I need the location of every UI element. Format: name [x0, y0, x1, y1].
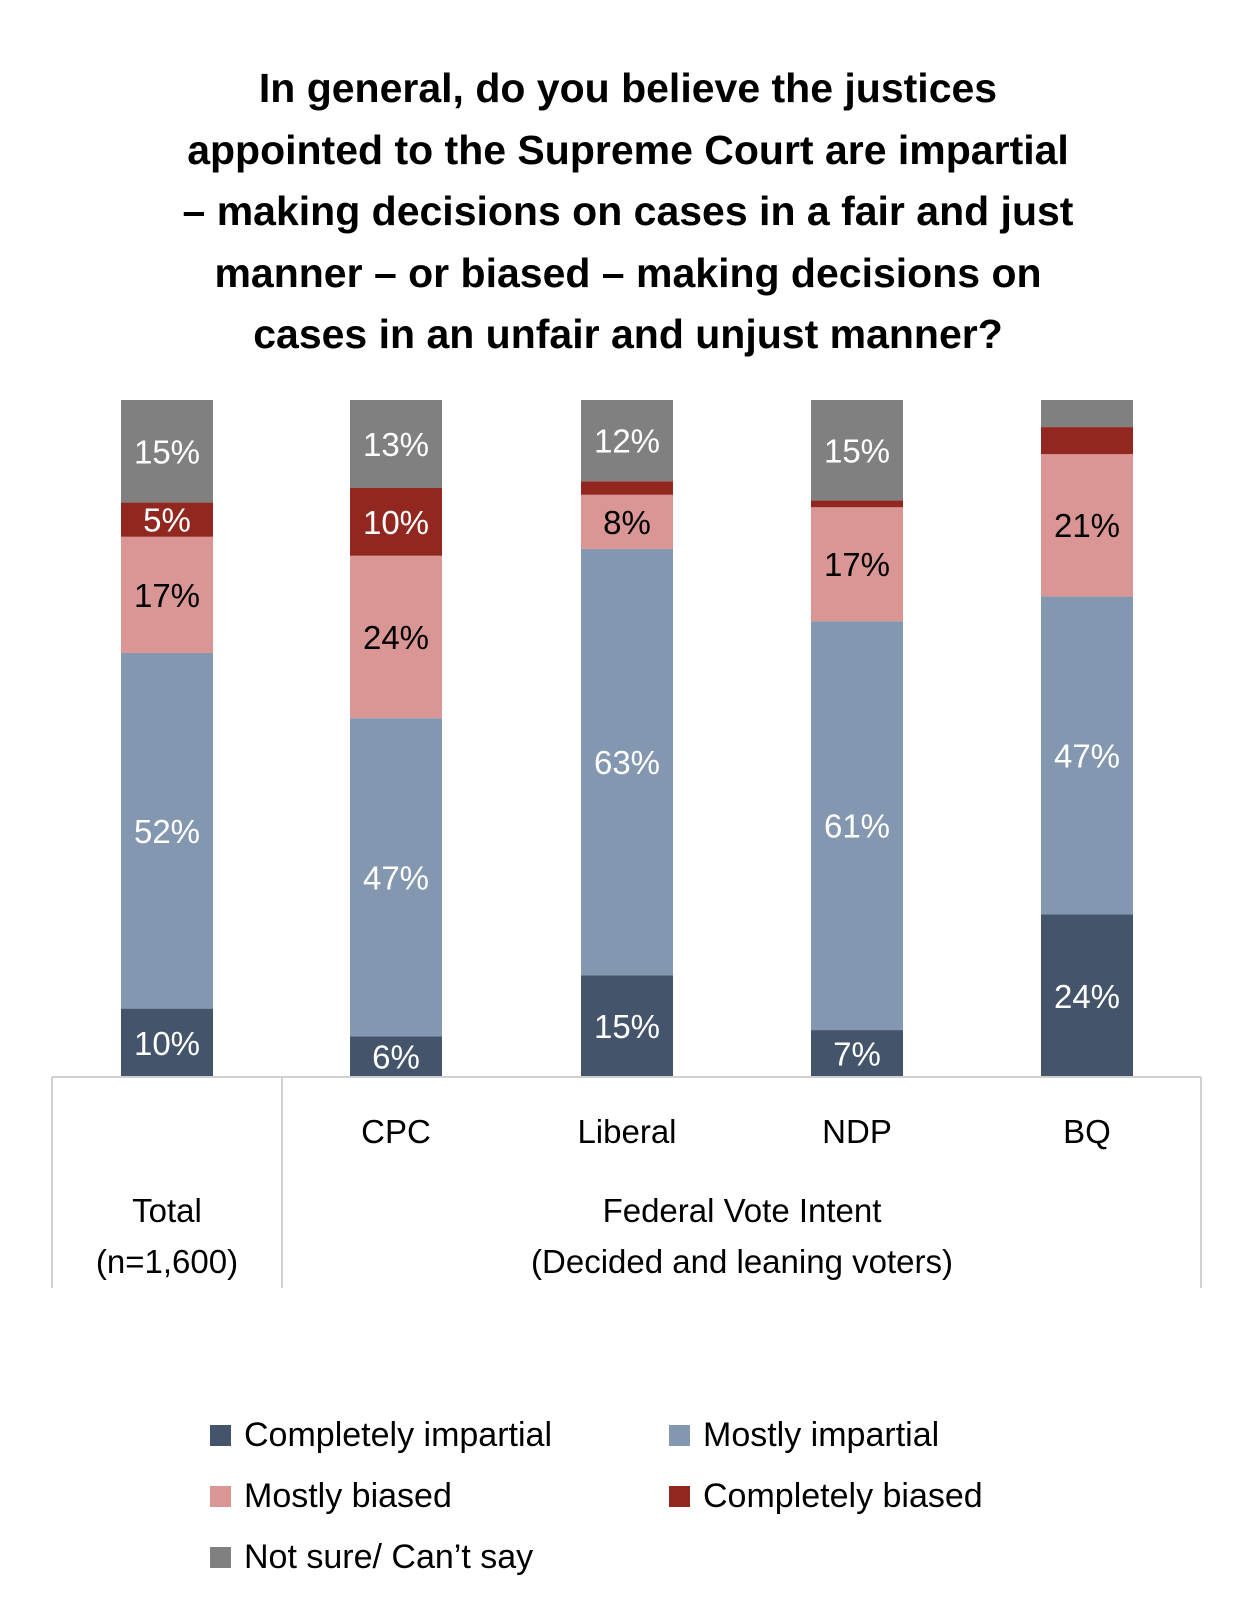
data-label-total-4: 15% — [134, 433, 200, 470]
group-label-total-line1: Total — [132, 1192, 202, 1229]
bar-segment-cpc-1 — [350, 718, 442, 1037]
bar-segment-bq-3 — [1041, 427, 1133, 455]
data-label-bq-2: 21% — [1054, 507, 1120, 544]
data-label-total-3: 5% — [143, 502, 191, 539]
title-line: In general, do you believe the justices — [258, 65, 998, 111]
legend-label: Completely biased — [703, 1477, 983, 1515]
category-axis-table — [51, 1076, 1202, 1288]
chart-title: In general, do you believe the justices … — [0, 58, 1256, 366]
data-label-liberal-1: 63% — [594, 744, 660, 781]
data-label-ndp-1: 61% — [824, 808, 890, 845]
data-label-cpc-3: 10% — [363, 504, 429, 541]
data-label-total-0: 10% — [134, 1025, 200, 1062]
legend-swatch — [210, 1486, 231, 1507]
bar-segment-total-0 — [121, 1008, 213, 1077]
data-label-ndp-4: 15% — [824, 432, 890, 469]
legend-swatch — [210, 1547, 231, 1568]
data-label-bq-0: 24% — [1054, 978, 1120, 1015]
data-label-ndp-2: 17% — [824, 546, 890, 583]
bar-segment-cpc-4 — [350, 400, 442, 489]
title-line: manner – or biased – making decisions on — [214, 249, 1042, 296]
title-line: – making decisions on cases in a fair an… — [182, 188, 1074, 234]
bar-segment-bq-1 — [1041, 596, 1133, 915]
bar-segment-cpc-0 — [350, 1036, 442, 1077]
data-label-liberal-4: 12% — [594, 423, 660, 460]
legend-item-not-sure: Not sure/ Can’t say — [210, 1538, 533, 1577]
bar-segment-liberal-2 — [581, 494, 673, 549]
bar-segment-ndp-1 — [811, 621, 903, 1031]
data-label-liberal-0: 15% — [594, 1008, 660, 1045]
category-label-cpc: CPC — [361, 1113, 431, 1150]
data-label-cpc-2: 24% — [363, 619, 429, 656]
group-label-vote-line2: (Decided and leaning voters) — [531, 1243, 953, 1280]
data-label-ndp-0: 7% — [833, 1036, 881, 1073]
bar-segment-liberal-0 — [581, 975, 673, 1077]
legend-swatch — [669, 1486, 690, 1507]
legend-swatch — [669, 1425, 690, 1446]
legend-item-completely-biased: Completely biased — [669, 1477, 983, 1516]
group-label-vote-line1: Federal Vote Intent — [603, 1192, 882, 1229]
category-label-ndp: NDP — [822, 1113, 892, 1150]
bar-segment-bq-0 — [1041, 914, 1133, 1077]
data-label-bq-1: 47% — [1054, 737, 1120, 774]
data-label-cpc-0: 6% — [372, 1039, 420, 1076]
legend-label: Not sure/ Can’t say — [244, 1538, 534, 1576]
bar-segment-ndp-2 — [811, 507, 903, 622]
legend-swatch — [210, 1425, 231, 1446]
bar-segment-bq-4 — [1041, 400, 1133, 428]
bars-group: 10% 52% 17% 5% 15% 6% 47% 24% 10% 13% 15% 63% 8% 12% 7… — [121, 400, 1133, 1077]
legend-item-mostly-biased: Mostly biased — [210, 1477, 452, 1516]
bar-segment-total-4 — [121, 400, 213, 503]
bar-segment-bq-2 — [1041, 454, 1133, 597]
bar-segment-total-1 — [121, 653, 213, 1009]
data-label-total-1: 52% — [134, 813, 200, 850]
data-label-cpc-4: 13% — [363, 426, 429, 463]
category-label-bq: BQ — [1063, 1113, 1111, 1150]
title-line: appointed to the Supreme Court are impar… — [187, 126, 1069, 173]
category-labels: CPC Liberal NDP BQ Total (n=1,600) Feder… — [96, 1113, 1111, 1280]
category-label-liberal: Liberal — [577, 1113, 676, 1150]
legend-item-mostly-impartial: Mostly impartial — [669, 1416, 939, 1455]
data-label-liberal-2: 8% — [603, 504, 651, 541]
data-label-total-2: 17% — [134, 577, 200, 614]
bar-segment-cpc-3 — [350, 488, 442, 556]
bar-segment-cpc-2 — [350, 555, 442, 719]
bar-segment-ndp-4 — [811, 400, 903, 501]
bar-segment-liberal-3 — [581, 481, 673, 495]
title-line: cases in an unfair and unjust manner? — [253, 311, 1003, 357]
data-label-cpc-1: 47% — [363, 859, 429, 896]
bar-segment-total-3 — [121, 502, 213, 537]
bar-segment-liberal-1 — [581, 548, 673, 976]
group-label-total-line2: (n=1,600) — [96, 1243, 238, 1280]
legend-item-completely-impartial: Completely impartial — [210, 1416, 552, 1455]
bar-segment-liberal-4 — [581, 400, 673, 482]
bar-segment-total-2 — [121, 536, 213, 654]
legend-label: Mostly impartial — [703, 1416, 940, 1454]
bar-segment-ndp-0 — [811, 1030, 903, 1077]
legend-label: Completely impartial — [244, 1416, 552, 1454]
legend-label: Mostly biased — [244, 1477, 452, 1515]
bar-segment-ndp-3 — [811, 500, 903, 508]
